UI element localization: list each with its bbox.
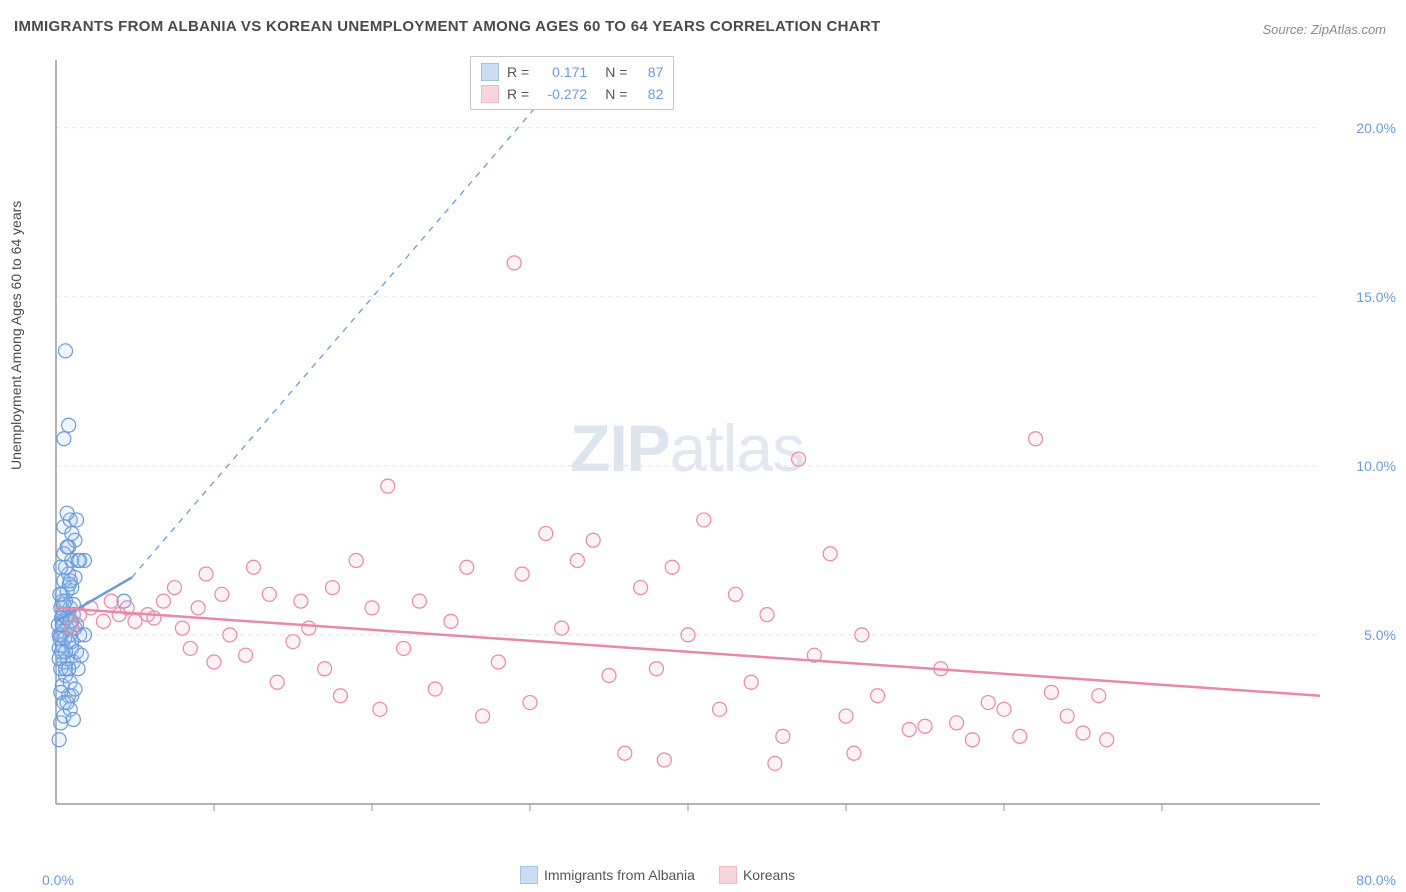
legend-n-value: 82	[635, 86, 663, 102]
legend-item: Immigrants from Albania	[520, 866, 695, 884]
legend-item: Koreans	[719, 866, 795, 884]
correlation-legend: R = 0.171 N = 87 R = -0.272 N = 82	[470, 56, 674, 110]
y-tick-label: 5.0%	[1364, 627, 1396, 643]
scatter-chart	[50, 50, 1390, 840]
x-max-tick: 80.0%	[1356, 872, 1396, 888]
legend-swatch-icon	[520, 866, 538, 884]
legend-r-value: -0.272	[537, 86, 587, 102]
chart-title: IMMIGRANTS FROM ALBANIA VS KOREAN UNEMPL…	[14, 18, 881, 35]
source-label: Source: ZipAtlas.com	[1262, 22, 1386, 37]
legend-label: Koreans	[743, 867, 795, 883]
y-axis-label: Unemployment Among Ages 60 to 64 years	[8, 201, 24, 470]
legend-n-value: 87	[635, 64, 663, 80]
x-origin-tick: 0.0%	[42, 872, 74, 888]
legend-r-label: R =	[507, 64, 529, 80]
legend-n-label: N =	[605, 86, 627, 102]
y-tick-label: 20.0%	[1356, 120, 1396, 136]
legend-label: Immigrants from Albania	[544, 867, 695, 883]
y-tick-label: 10.0%	[1356, 458, 1396, 474]
legend-swatch-icon	[719, 866, 737, 884]
y-tick-label: 15.0%	[1356, 289, 1396, 305]
series-legend: Immigrants from Albania Koreans	[520, 866, 795, 884]
legend-r-value: 0.171	[537, 64, 587, 80]
legend-swatch-icon	[481, 85, 499, 103]
legend-swatch-icon	[481, 63, 499, 81]
legend-row: R = -0.272 N = 82	[481, 83, 663, 105]
legend-n-label: N =	[605, 64, 627, 80]
legend-row: R = 0.171 N = 87	[481, 61, 663, 83]
legend-r-label: R =	[507, 86, 529, 102]
